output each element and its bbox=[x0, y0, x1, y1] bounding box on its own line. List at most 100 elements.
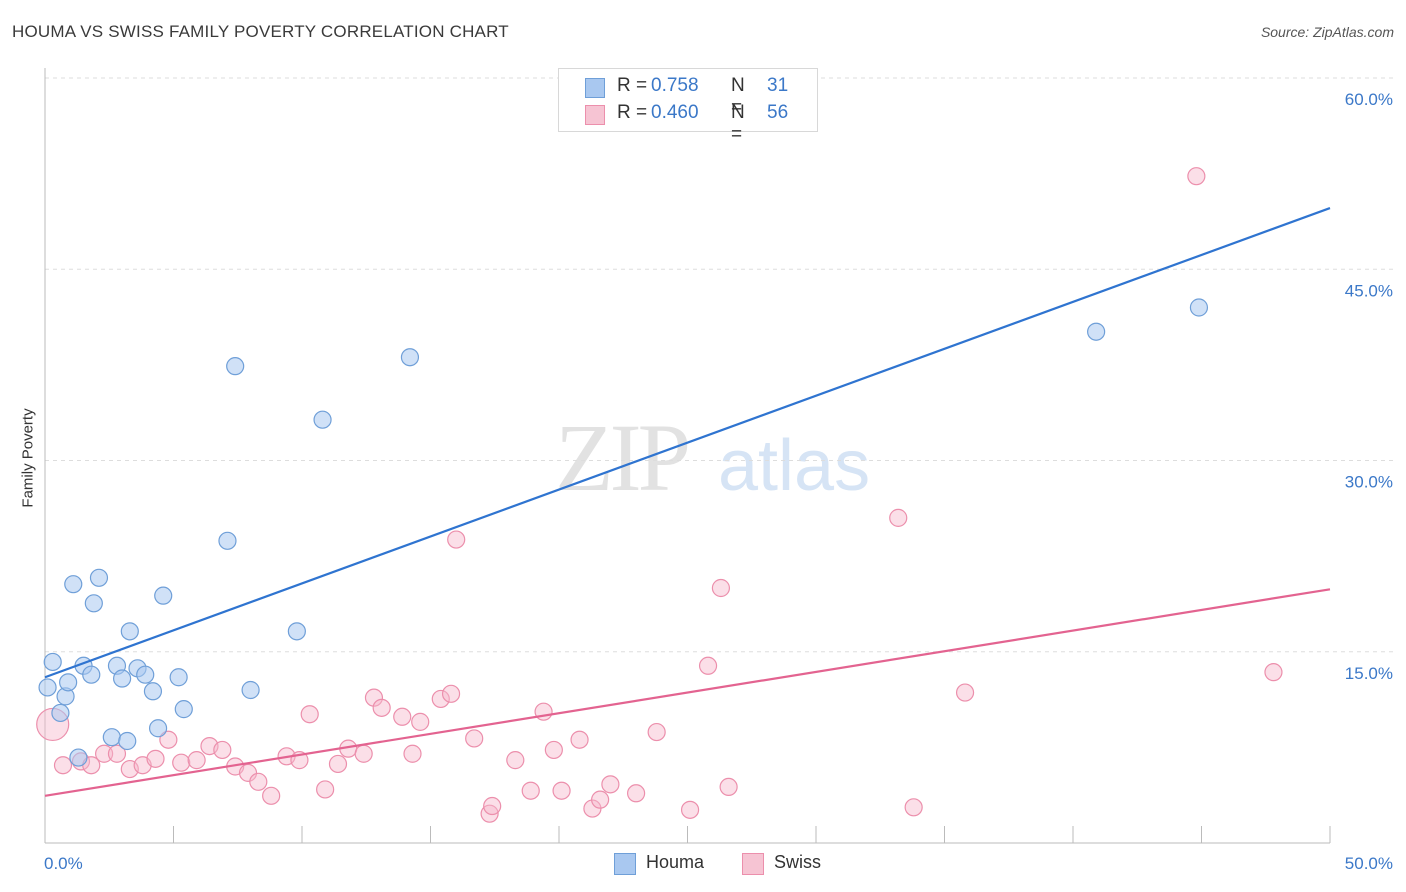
swiss-point bbox=[711, 578, 731, 598]
swiss-point bbox=[393, 707, 412, 726]
swiss-point bbox=[889, 508, 908, 527]
swiss-point bbox=[719, 777, 738, 797]
houma-point bbox=[226, 357, 245, 376]
n-label: N = bbox=[731, 75, 745, 118]
swiss-point bbox=[262, 786, 281, 805]
swiss-point bbox=[601, 775, 620, 794]
swiss-point bbox=[647, 722, 666, 742]
swiss-point bbox=[187, 751, 206, 770]
watermark-zip: ZIP bbox=[555, 404, 688, 511]
tick-labels: 15.0% 30.0% 45.0% 60.0% 0.0% 50.0% bbox=[44, 90, 1393, 873]
houma-point bbox=[1189, 298, 1209, 317]
swiss-swatch bbox=[585, 105, 605, 125]
houma-point bbox=[120, 622, 139, 641]
swiss-point bbox=[1264, 663, 1283, 682]
houma-point bbox=[38, 678, 57, 697]
swiss-point bbox=[465, 729, 484, 748]
swiss-point bbox=[403, 744, 422, 763]
y-tick-label: 30.0% bbox=[1345, 473, 1393, 492]
chart-title: HOUMA VS SWISS FAMILY POVERTY CORRELATIO… bbox=[12, 22, 509, 41]
swiss-point bbox=[506, 751, 525, 770]
r-label: R = bbox=[617, 102, 648, 123]
swiss-point bbox=[354, 744, 373, 763]
swiss-point bbox=[159, 730, 178, 749]
legend-label-houma: Houma bbox=[646, 852, 705, 872]
houma-point bbox=[43, 652, 62, 672]
swiss-point bbox=[552, 781, 571, 800]
swiss-point bbox=[904, 798, 923, 817]
swiss-point bbox=[521, 781, 540, 800]
houma-swatch bbox=[614, 853, 636, 875]
houma-point bbox=[118, 731, 137, 751]
y-tick-label: 60.0% bbox=[1345, 90, 1393, 109]
axes bbox=[44, 68, 1331, 844]
swiss-point bbox=[53, 756, 73, 775]
houma-swatch bbox=[585, 78, 605, 98]
trend-lines bbox=[44, 207, 1331, 797]
swiss-point bbox=[544, 740, 563, 760]
houma-point bbox=[148, 719, 168, 738]
swiss-point bbox=[680, 800, 700, 819]
swiss-point bbox=[316, 780, 335, 799]
houma-trend-line bbox=[44, 207, 1331, 679]
swiss-point bbox=[626, 784, 646, 803]
swiss-point bbox=[570, 730, 589, 749]
houma-point bbox=[69, 748, 88, 767]
swiss-point bbox=[447, 530, 466, 549]
swiss-trend-line bbox=[44, 588, 1331, 797]
swiss-point bbox=[249, 772, 268, 791]
swiss-point bbox=[1187, 167, 1206, 186]
houma-point bbox=[241, 680, 260, 700]
houma-point bbox=[313, 410, 332, 429]
houma-point bbox=[169, 668, 188, 687]
swiss-point bbox=[364, 688, 384, 707]
swiss-point bbox=[955, 683, 975, 702]
swiss-point bbox=[328, 754, 348, 774]
houma-points bbox=[38, 298, 1209, 767]
houma-point bbox=[82, 665, 101, 684]
houma-point bbox=[89, 568, 109, 587]
swiss-point bbox=[431, 689, 450, 709]
x-tick-label: 0.0% bbox=[44, 854, 83, 873]
swiss-swatch bbox=[742, 853, 764, 875]
swiss-point bbox=[483, 796, 502, 816]
correlation-legend: R = 0.758 N = 31 R = 0.460 N = 56 bbox=[558, 68, 818, 145]
watermark-atlas: atlas bbox=[718, 426, 870, 506]
houma-point bbox=[154, 586, 173, 605]
source-label: Source: ZipAtlas.com bbox=[1260, 24, 1394, 40]
houma-point bbox=[112, 669, 132, 688]
swiss-points bbox=[36, 167, 1283, 823]
houma-point bbox=[218, 531, 237, 550]
grid-lines bbox=[45, 77, 1395, 653]
houma-point bbox=[1087, 322, 1106, 341]
swiss-point bbox=[172, 753, 191, 772]
r-value-swiss: 0.460 bbox=[651, 102, 699, 123]
n-value-houma: 31 bbox=[767, 75, 789, 96]
swiss-point bbox=[213, 740, 232, 760]
swiss-point bbox=[698, 656, 718, 675]
houma-point bbox=[84, 594, 103, 613]
houma-point bbox=[136, 665, 155, 684]
swiss-point bbox=[238, 763, 258, 782]
swiss-point bbox=[411, 712, 430, 731]
swiss-point bbox=[591, 790, 610, 809]
swiss-point bbox=[107, 744, 127, 763]
houma-point bbox=[143, 682, 163, 701]
r-label: R = bbox=[617, 75, 648, 96]
swiss-point bbox=[95, 744, 114, 763]
houma-point bbox=[174, 700, 193, 719]
houma-point bbox=[64, 575, 83, 594]
legend-label-swiss: Swiss bbox=[774, 852, 822, 872]
swiss-point bbox=[146, 749, 165, 768]
n-value-swiss: 56 bbox=[767, 102, 789, 123]
x-tick-label: 50.0% bbox=[1345, 854, 1393, 873]
y-tick-label: 15.0% bbox=[1345, 664, 1393, 683]
swiss-point bbox=[372, 698, 391, 717]
swiss-point bbox=[441, 684, 461, 703]
houma-point bbox=[400, 348, 420, 367]
houma-point bbox=[287, 622, 306, 641]
swiss-point bbox=[300, 705, 319, 724]
y-tick-label: 45.0% bbox=[1345, 281, 1393, 300]
houma-point bbox=[59, 673, 78, 692]
